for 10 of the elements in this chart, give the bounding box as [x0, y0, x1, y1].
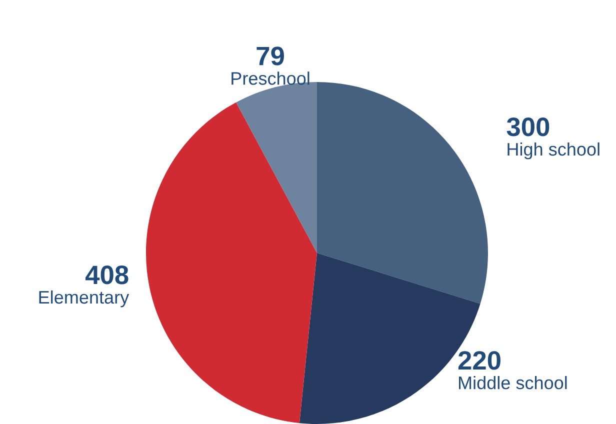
slice-label: High school: [508, 142, 600, 160]
pie-slice: [317, 82, 488, 304]
data-label: 408: [85, 266, 128, 284]
slice-label: Elementary: [39, 290, 130, 308]
slice-label: Middle school: [458, 376, 567, 390]
pie-slice: [146, 102, 317, 424]
data-label: 79: [256, 46, 284, 66]
slice-label: Preschool: [232, 72, 310, 85]
data-label: 220: [458, 351, 500, 370]
data-label: 300: [506, 118, 550, 136]
